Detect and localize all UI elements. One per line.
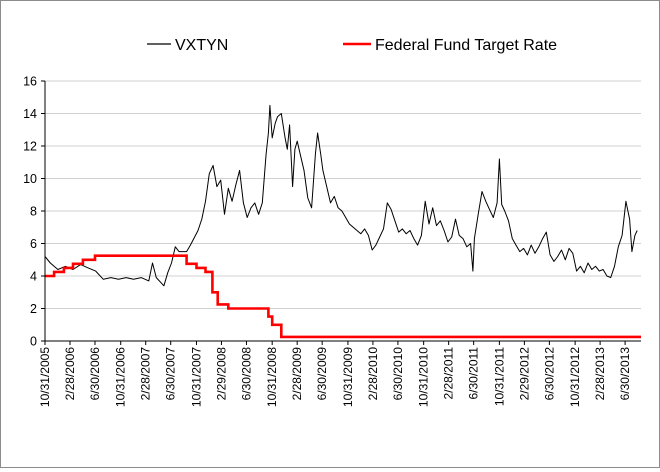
series-line-fed-funds: [45, 254, 641, 339]
x-tick-label-9: 10/31/2008: [265, 347, 279, 407]
x-tick-label-10: 2/28/2009: [290, 347, 304, 401]
x-tick-label-7: 2/29/2008: [214, 347, 228, 401]
legend: VXTYN Federal Fund Target Rate: [147, 37, 557, 54]
x-tick-label-14: 6/30/2010: [391, 347, 405, 401]
y-tick-label-14: 14: [23, 107, 37, 121]
y-tick-label-2: 2: [30, 302, 37, 316]
x-tick-label-22: 2/28/2013: [593, 347, 607, 401]
y-tick-label-16: 16: [23, 75, 37, 89]
x-tick-label-2: 6/30/2006: [88, 347, 102, 401]
y-axis-tick-labels: 0 2 4 6 8 10 12 14 16: [23, 75, 45, 349]
y-tick-label-0: 0: [30, 335, 37, 349]
legend-label-vxtyn: VXTYN: [175, 37, 228, 54]
x-tick-label-0: 10/31/2005: [38, 347, 52, 407]
y-tick-label-6: 6: [30, 237, 37, 251]
x-tick-label-4: 2/28/2007: [139, 347, 153, 401]
y-tick-label-4: 4: [30, 270, 37, 284]
x-tick-label-20: 6/30/2012: [542, 347, 556, 401]
y-tick-label-12: 12: [23, 140, 37, 154]
series-line-vxtyn: [44, 104, 638, 287]
x-tick-label-15: 10/31/2010: [417, 347, 431, 407]
x-axis-tick-labels: 10/31/2005 2/28/2006 6/30/2006 10/31/2006 2/…: [38, 341, 632, 407]
x-tick-label-23: 6/30/2013: [618, 347, 632, 401]
x-tick-label-3: 10/31/2006: [114, 347, 128, 407]
legend-label-fed-funds: Federal Fund Target Rate: [375, 37, 557, 54]
x-tick-label-8: 6/30/2008: [239, 347, 253, 401]
x-tick-label-6: 10/31/2007: [189, 347, 203, 407]
plot-area: [44, 104, 641, 339]
x-tick-label-11: 6/30/2009: [315, 347, 329, 401]
x-tick-label-12: 10/31/2009: [341, 347, 355, 407]
x-tick-label-18: 10/31/2011: [492, 347, 506, 406]
x-tick-label-5: 6/30/2007: [164, 347, 178, 401]
x-tick-label-1: 2/28/2006: [63, 347, 77, 401]
y-tick-label-8: 8: [30, 205, 37, 219]
gridlines: [45, 80, 641, 309]
x-tick-label-13: 2/28/2010: [366, 347, 380, 401]
x-tick-label-17: 6/30/2011: [467, 347, 481, 400]
x-tick-label-21: 10/31/2012: [568, 347, 582, 407]
x-tick-label-16: 2/28/2011: [442, 347, 456, 400]
y-tick-label-10: 10: [23, 172, 37, 186]
x-tick-label-19: 2/29/2012: [517, 347, 531, 401]
